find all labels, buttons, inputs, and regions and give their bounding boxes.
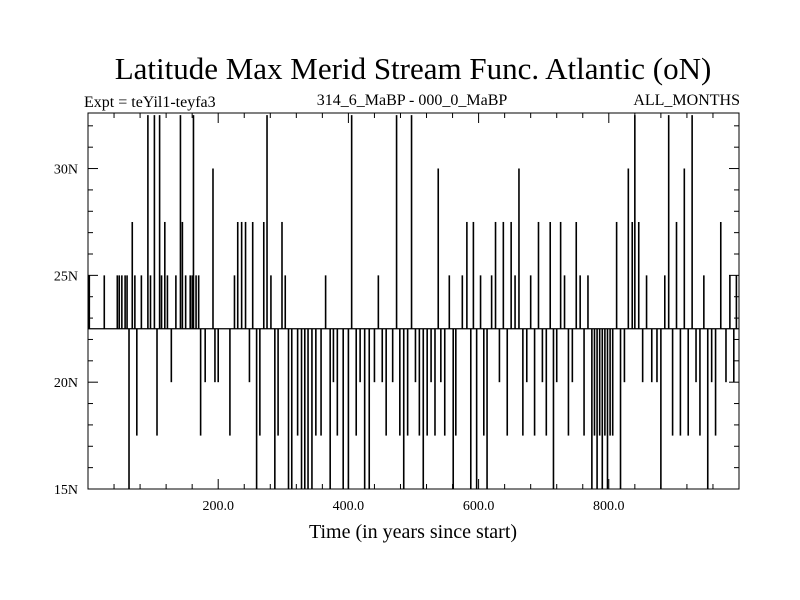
period-label: 314_6_MaBP - 000_0_MaBP bbox=[317, 92, 508, 109]
y-tick-label: 30N bbox=[54, 163, 78, 178]
x-tick-label: 800.0 bbox=[593, 499, 625, 514]
chart-title: Latitude Max Merid Stream Func. Atlantic… bbox=[115, 51, 712, 86]
y-tick-label: 20N bbox=[54, 376, 78, 391]
months-label: ALL_MONTHS bbox=[633, 92, 740, 109]
experiment-label: Expt = teYil1-teyfa3 bbox=[84, 94, 216, 111]
plot-frame bbox=[87, 112, 740, 490]
tick-label-layer: 200.0 400.0 600.0 800.0 15N 20N 25N 30N bbox=[54, 163, 625, 514]
y-tick-label: 25N bbox=[54, 269, 78, 284]
x-tick-label: 600.0 bbox=[463, 499, 495, 514]
x-axis-label: Time (in years since start) bbox=[309, 521, 517, 543]
y-tick-label: 15N bbox=[54, 483, 78, 498]
tick-layer bbox=[88, 113, 739, 490]
x-tick-label: 200.0 bbox=[202, 499, 234, 514]
x-tick-label: 400.0 bbox=[333, 499, 365, 514]
data-layer bbox=[88, 115, 739, 489]
